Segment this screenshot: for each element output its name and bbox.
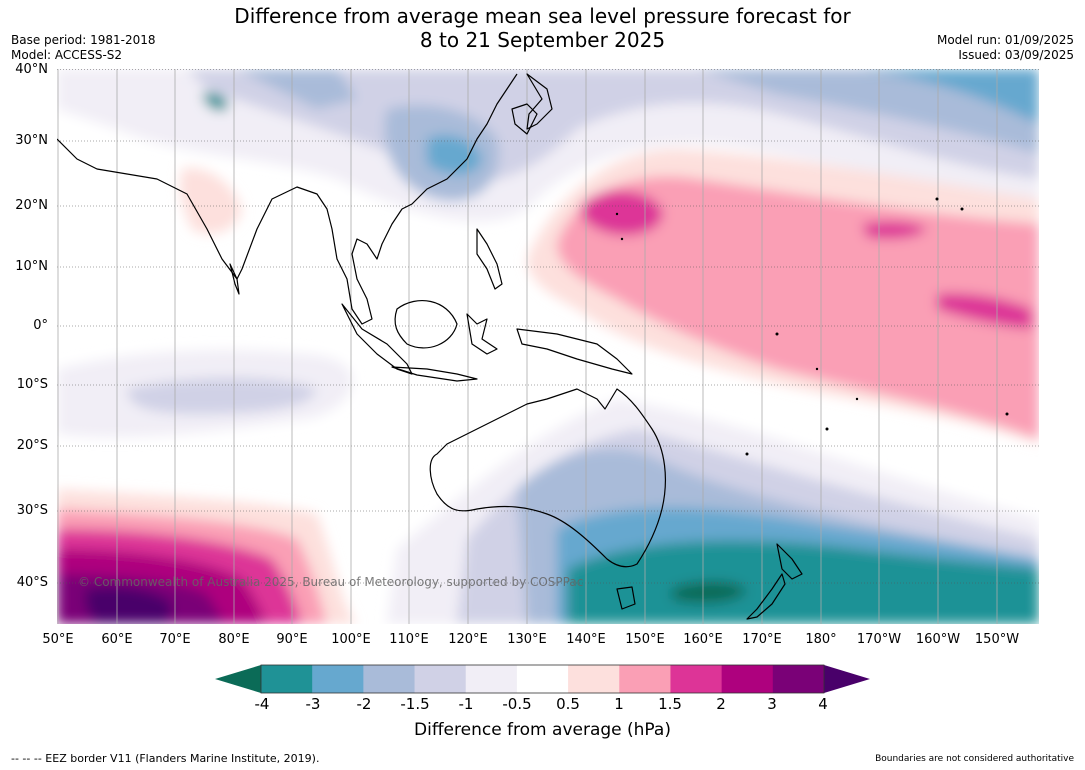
lon-label-50e: 50°E: [42, 632, 74, 647]
lon-label-100e: 100°E: [331, 632, 371, 647]
colorbar-arrow-low: [215, 665, 261, 693]
australia-coastline: [429, 388, 666, 568]
colorbar-segment: [465, 665, 518, 693]
lon-label-170w: 170°W: [856, 632, 902, 647]
lat-label-30s: 30°S: [16, 503, 48, 518]
lon-label-130e: 130°E: [507, 632, 547, 647]
colorbar: [215, 664, 870, 694]
meta-right: Model run: 01/09/2025 Issued: 03/09/2025: [937, 33, 1074, 63]
field-pos-1.5-far-east: [937, 293, 1032, 329]
field-pos-1-pacific: [557, 176, 1039, 439]
field-pos-1.5-east: [862, 221, 927, 239]
field-neg-1.5-northeast: [697, 69, 1039, 154]
lat-label-20s: 20°S: [16, 438, 48, 453]
lat-label-10n: 10°N: [15, 259, 48, 274]
borneo-coastline: [394, 300, 458, 349]
sri-lanka-coastline: [229, 263, 240, 295]
colorbar-segment: [516, 665, 569, 693]
field-neg-4-south: [672, 581, 747, 603]
field-neg-3-himalaya: [202, 92, 228, 111]
boundaries-disclaimer: Boundaries are not considered authoritat…: [875, 754, 1074, 764]
lat-label-20n: 20°N: [15, 198, 48, 213]
lon-label-180: 180°: [805, 632, 837, 647]
lon-label-140e: 140°E: [566, 632, 606, 647]
lat-label-10s: 10°S: [16, 377, 48, 392]
colorbar-segment: [772, 665, 825, 693]
lat-label-30n: 30°N: [15, 133, 48, 148]
asia-coastline: [57, 73, 518, 325]
lon-label-90e: 90°E: [276, 632, 308, 647]
lat-label-0: 0°: [33, 318, 48, 333]
field-neg-1.5-himalaya: [237, 69, 357, 109]
map-title: Difference from average mean sea level p…: [0, 4, 1085, 52]
field-neg-1-indian-ocean: [127, 377, 317, 414]
new-guinea-coastline: [516, 328, 633, 375]
colorbar-segment: [261, 665, 313, 693]
model-name: Model: ACCESS-S2: [11, 48, 123, 62]
pressure-anomaly-map: [57, 69, 1039, 624]
cb-tick: 2: [716, 695, 726, 713]
lon-label-160e: 160°E: [683, 632, 723, 647]
colorbar-frame: [260, 664, 825, 694]
cb-tick: -2: [356, 695, 372, 713]
colorbar-segment: [619, 665, 671, 693]
map-svg: [57, 69, 1039, 624]
lon-label-150e: 150°E: [625, 632, 665, 647]
colorbar-arrow-high: [824, 665, 870, 693]
cb-tick: -1: [458, 695, 474, 713]
cb-tick: 0.5: [556, 695, 580, 713]
field-neg-3-south: [567, 540, 1039, 624]
cb-tick: 4: [818, 695, 828, 713]
lon-label-70e: 70°E: [159, 632, 191, 647]
field-pos-0.5-india: [180, 168, 242, 234]
philippines-coastline: [476, 228, 503, 290]
model-run: Model run: 01/09/2025: [936, 33, 1074, 47]
colorbar-segment: [670, 665, 723, 693]
japan-coastline: [526, 73, 553, 130]
title-line-1: Difference from average mean sea level p…: [234, 4, 851, 28]
cb-tick: -3: [305, 695, 321, 713]
anomaly-fields: [57, 69, 1039, 624]
cb-tick: 1: [614, 695, 624, 713]
colorbar-segments: [261, 665, 825, 693]
colorbar-segment: [568, 665, 620, 693]
cb-tick: 3: [767, 695, 777, 713]
cb-tick: 1.5: [658, 695, 682, 713]
sulawesi-coastline: [466, 313, 498, 355]
base-period: Base period: 1981-2018: [11, 33, 156, 47]
eez-border-note: -- -- -- EEZ border V11 (Flanders Marine…: [11, 752, 320, 765]
new-zealand-north-coastline: [776, 543, 803, 580]
field-pos-4-southwest: [85, 587, 172, 624]
lat-label-40s: 40°S: [16, 575, 48, 590]
colorbar-title: Difference from average (hPa): [414, 720, 671, 740]
cb-tick: -4: [254, 695, 270, 713]
cb-tick: -1.5: [400, 695, 430, 713]
lon-label-160w: 160°W: [915, 632, 961, 647]
pacific-islands: [615, 197, 1009, 456]
cb-tick: -0.5: [502, 695, 532, 713]
lon-label-150w: 150°W: [974, 632, 1020, 647]
coastlines: [57, 73, 803, 620]
korea-coastline: [511, 103, 538, 135]
lon-label-170e: 170°E: [742, 632, 782, 647]
colorbar-segment: [363, 665, 416, 693]
meta-left: Base period: 1981-2018 Model: ACCESS-S2: [11, 33, 156, 63]
longitude-grid: [57, 69, 998, 624]
title-line-2: 8 to 21 September 2025: [419, 28, 666, 52]
colorbar-segment: [312, 665, 364, 693]
field-pos-1.5-center: [581, 190, 663, 236]
colorbar-segment: [721, 665, 774, 693]
java-coastline: [391, 366, 478, 382]
copyright-text: © Commonwealth of Australia 2025, Bureau…: [78, 575, 584, 589]
tasmania-coastline: [616, 586, 636, 610]
field-neg-2-northeast: [857, 69, 1039, 124]
colorbar-segment: [414, 665, 467, 693]
new-zealand-south-coastline: [746, 573, 786, 620]
lon-label-60e: 60°E: [101, 632, 133, 647]
lon-label-110e: 110°E: [389, 632, 429, 647]
lon-label-120e: 120°E: [448, 632, 488, 647]
lat-label-40n: 40°N: [15, 62, 48, 77]
lon-label-80e: 80°E: [218, 632, 250, 647]
issued-date: Issued: 03/09/2025: [958, 48, 1074, 62]
